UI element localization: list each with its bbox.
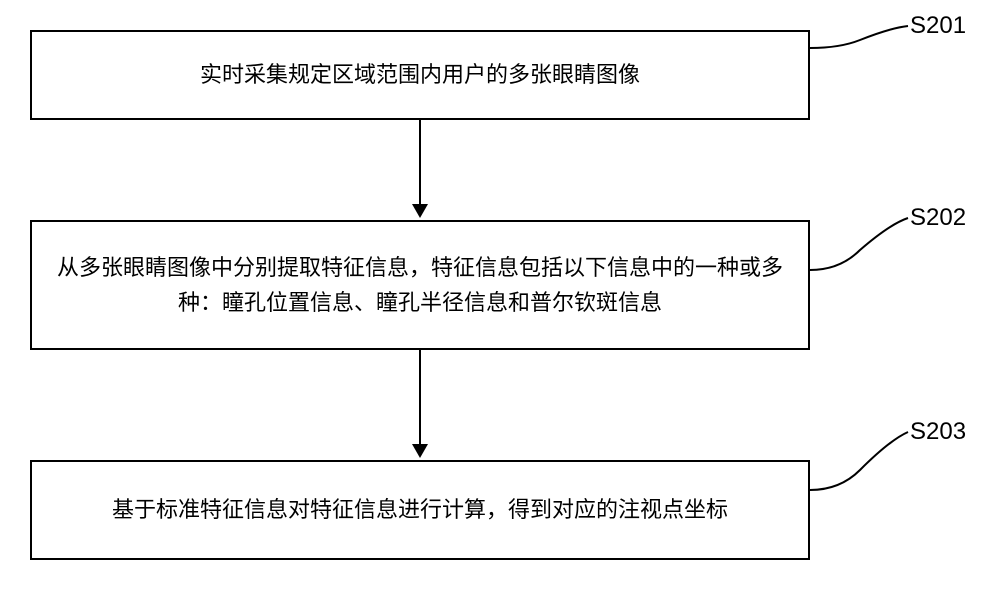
step-label-2: S202 [910, 204, 966, 232]
flow-arrow-2-head [412, 444, 428, 458]
flow-step-1-text: 实时采集规定区域范围内用户的多张眼睛图像 [200, 57, 640, 92]
flow-arrow-1-line [419, 120, 421, 206]
flow-arrow-2-line [419, 350, 421, 446]
step-label-1: S201 [910, 12, 966, 40]
flow-step-1: 实时采集规定区域范围内用户的多张眼睛图像 [30, 30, 810, 120]
flow-step-3: 基于标准特征信息对特征信息进行计算，得到对应的注视点坐标 [30, 460, 810, 560]
flow-step-3-text: 基于标准特征信息对特征信息进行计算，得到对应的注视点坐标 [112, 492, 728, 527]
flow-step-2: 从多张眼睛图像中分别提取特征信息，特征信息包括以下信息中的一种或多种：瞳孔位置信… [30, 220, 810, 350]
flow-step-2-text: 从多张眼睛图像中分别提取特征信息，特征信息包括以下信息中的一种或多种：瞳孔位置信… [52, 250, 788, 320]
flow-arrow-1-head [412, 204, 428, 218]
step-label-3: S203 [910, 418, 966, 446]
